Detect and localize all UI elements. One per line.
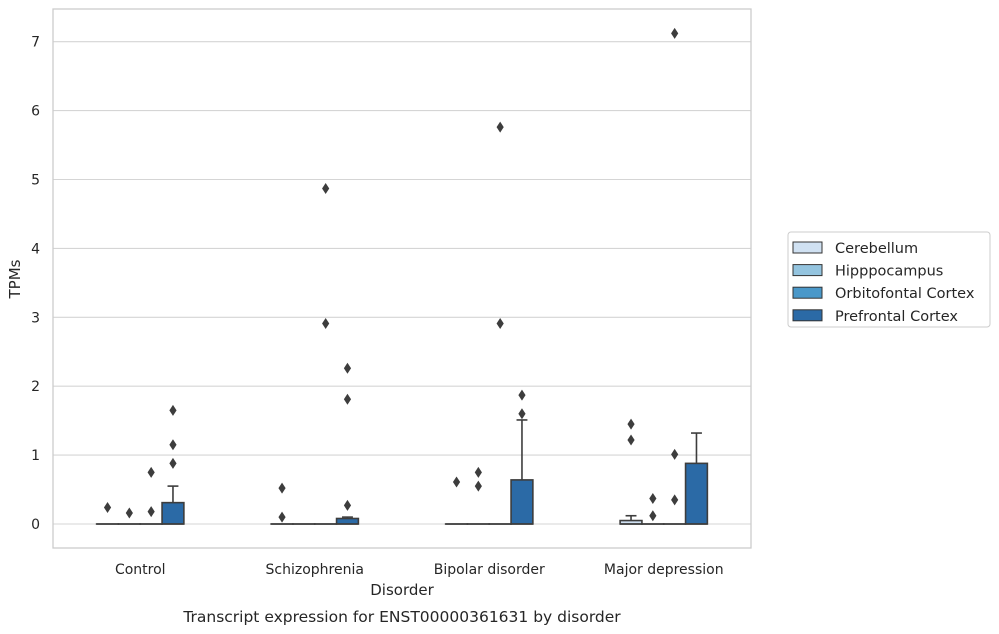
x-tick-label: Bipolar disorder: [434, 562, 545, 578]
box: [335, 362, 360, 525]
legend-item: Prefrontal Cortex: [792, 309, 958, 325]
outlier-point: [627, 418, 635, 430]
outlier-point: [671, 448, 679, 460]
legend-swatch: [792, 241, 823, 254]
outlier-point: [278, 482, 286, 494]
x-tick-label: Control: [115, 562, 166, 578]
chart-caption: Transcript expression for ENST0000036163…: [182, 608, 621, 626]
outlier-point: [103, 501, 112, 513]
box-body: [684, 462, 709, 525]
outlier-point: [671, 27, 679, 39]
y-tick-label: 3: [31, 310, 40, 326]
y-axis-label: TPMs: [6, 259, 24, 299]
box: [313, 182, 338, 525]
box-body: [161, 501, 185, 525]
y-tick-label: 4: [31, 241, 40, 257]
legend-item: Orbitofontal Cortex: [792, 286, 975, 302]
box: [139, 466, 163, 525]
y-tick-label: 2: [31, 379, 40, 395]
outlier-point: [343, 393, 352, 405]
legend-swatch: [792, 286, 823, 299]
legend-label: Prefrontal Cortex: [835, 309, 958, 325]
box-body: [510, 479, 534, 525]
x-tick-label: Major depression: [604, 562, 724, 578]
outlier-point: [627, 434, 635, 446]
box: [117, 507, 142, 525]
outlier-point: [649, 510, 657, 522]
y-tick-label: 1: [31, 448, 40, 464]
outlier-point: [671, 494, 679, 506]
plot-frame: [52, 8, 752, 549]
y-axis-ticks: 0 1 2 3 4 5 6 7: [31, 35, 40, 533]
legend-item: Cerebellum: [792, 241, 918, 257]
box: [488, 121, 512, 525]
outlier-point: [518, 408, 526, 420]
y-tick-label: 5: [31, 173, 40, 189]
outlier-point: [474, 466, 482, 478]
outlier-point: [343, 362, 352, 374]
outlier-point: [169, 404, 177, 416]
outlier-point: [322, 318, 330, 330]
legend-swatch: [792, 264, 823, 277]
outlier-point: [496, 318, 504, 330]
legend-frame: [787, 231, 991, 328]
legend-label: Orbitofontal Cortex: [835, 286, 975, 302]
outlier-point: [496, 121, 504, 133]
x-axis-label: Disorder: [370, 581, 434, 599]
outlier-point: [518, 389, 526, 401]
outlier-point: [147, 466, 155, 478]
outlier-point: [474, 480, 482, 492]
outlier-point: [649, 493, 657, 505]
box: [641, 493, 665, 525]
legend-item: Hipppocampus: [792, 264, 943, 280]
box: [510, 389, 534, 525]
outlier-point: [452, 476, 461, 488]
box: [619, 418, 643, 525]
box: [662, 27, 687, 525]
outlier-point: [322, 182, 330, 194]
box: [444, 476, 469, 525]
box: [95, 501, 120, 525]
x-axis-ticks: Control Schizophrenia Bipolar disorder Majo…: [115, 562, 724, 578]
box-plot-series: [95, 27, 709, 525]
series-hipppocampus: [117, 466, 665, 525]
legend-swatch: [792, 309, 823, 322]
y-tick-label: 0: [31, 517, 40, 533]
series-cerebellum: [95, 418, 643, 525]
outlier-point: [169, 439, 177, 451]
outlier-point: [343, 499, 352, 511]
y-tick-label: 6: [31, 104, 40, 120]
outlier-point: [278, 511, 286, 523]
x-tick-label: Schizophrenia: [266, 562, 364, 578]
legend-label: Hipppocampus: [835, 264, 943, 280]
outlier-point: [169, 457, 177, 469]
legend-label: Cerebellum: [835, 241, 918, 257]
grid-lines: [53, 41, 751, 525]
series-prefrontal-cortex: [161, 362, 709, 525]
outlier-point: [147, 506, 155, 518]
y-tick-label: 7: [31, 35, 40, 51]
box: [466, 466, 491, 525]
box: [684, 432, 709, 525]
legend: Cerebellum Hipppocampus Orbitofontal Corte…: [787, 231, 991, 328]
outlier-point: [125, 507, 133, 519]
box: [161, 404, 185, 525]
box-body: [335, 517, 360, 525]
box: [270, 482, 294, 525]
series-orbitofontal-cortex: [139, 27, 687, 525]
